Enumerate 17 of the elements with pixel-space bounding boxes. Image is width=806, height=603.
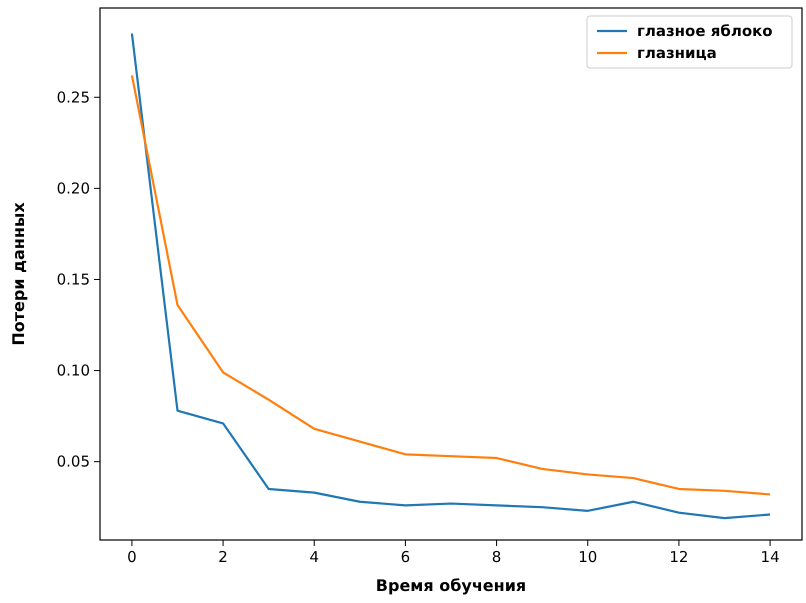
x-tick-label: 8 [492, 548, 502, 566]
y-tick-label: 0.20 [56, 179, 90, 198]
x-tick-label: 0 [127, 548, 137, 566]
y-tick-label: 0.05 [56, 452, 90, 471]
x-tick-label: 2 [218, 548, 228, 566]
y-tick-label: 0.25 [56, 88, 90, 106]
y-tick-label: 0.10 [56, 362, 90, 380]
legend-label: глазница [637, 44, 717, 62]
x-tick-label: 4 [309, 548, 320, 566]
y-axis-title: Потери данных [9, 202, 28, 346]
x-tick-label: 14 [760, 548, 780, 566]
y-tick-label: 0.15 [56, 270, 90, 288]
legend-label: глазное яблоко [637, 22, 773, 40]
x-axis-title: Время обучения [376, 576, 526, 595]
x-tick-label: 10 [578, 548, 598, 566]
x-tick-label: 12 [669, 548, 688, 566]
x-tick-label: 6 [400, 548, 410, 566]
